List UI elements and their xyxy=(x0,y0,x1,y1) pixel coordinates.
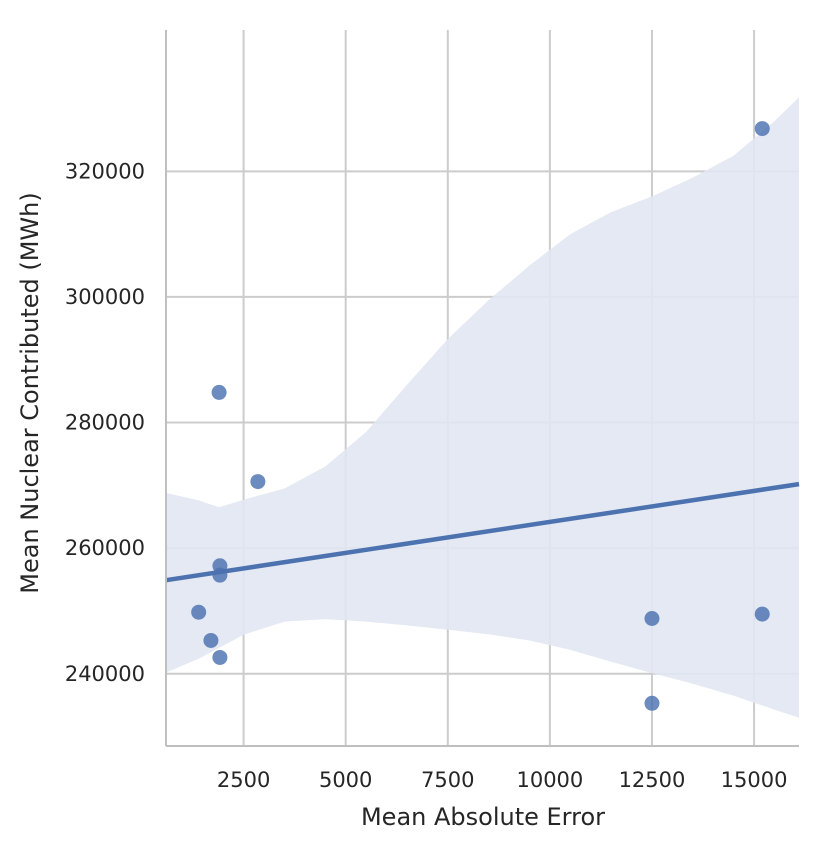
data-points xyxy=(191,121,770,711)
x-tick-label: 10000 xyxy=(516,768,583,792)
y-tick-label: 280000 xyxy=(65,411,145,435)
x-tick-label: 15000 xyxy=(721,768,788,792)
data-point xyxy=(211,384,227,400)
data-point xyxy=(203,632,219,648)
y-axis-title: Mean Nuclear Contributed (MWh) xyxy=(16,192,44,593)
y-tick-label: 320000 xyxy=(65,159,145,183)
x-tick-label: 12500 xyxy=(619,768,686,792)
y-tick-label: 300000 xyxy=(65,285,145,309)
data-point xyxy=(644,695,660,711)
x-tick-label: 5000 xyxy=(319,768,372,792)
x-axis-title: Mean Absolute Error xyxy=(361,803,605,831)
y-tick-label: 240000 xyxy=(65,662,145,686)
data-point xyxy=(191,604,207,620)
data-point xyxy=(644,611,660,627)
x-tick-labels: 2500 5000 7500 10000 12500 15000 xyxy=(217,768,788,792)
data-point xyxy=(754,121,770,137)
y-tick-labels: 240000 260000 280000 300000 320000 xyxy=(65,159,145,685)
x-tick-label: 7500 xyxy=(421,768,474,792)
x-tick-label: 2500 xyxy=(217,768,270,792)
y-tick-label: 260000 xyxy=(65,536,145,560)
axis-spines xyxy=(165,30,799,747)
regression-line xyxy=(165,481,800,583)
confidence-band xyxy=(166,97,799,718)
data-point xyxy=(212,649,228,665)
data-point xyxy=(212,567,228,583)
data-point xyxy=(250,474,266,490)
data-point xyxy=(754,606,770,622)
